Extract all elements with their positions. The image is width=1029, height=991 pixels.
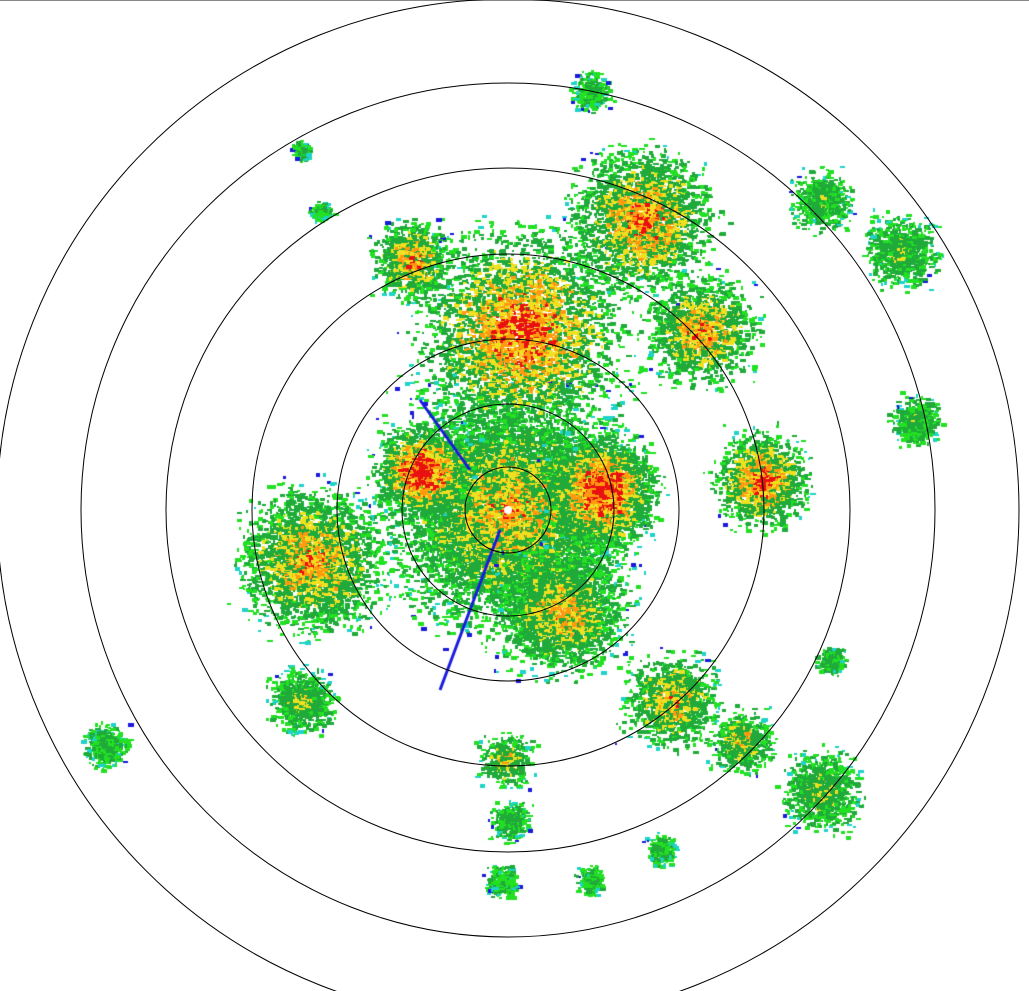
range-ring-1 bbox=[464, 466, 552, 554]
range-ring-3 bbox=[336, 338, 680, 682]
range-ring-6 bbox=[80, 82, 936, 938]
range-ring-5 bbox=[165, 167, 851, 853]
range-ring-4 bbox=[251, 253, 765, 767]
range-ring-2 bbox=[401, 403, 615, 617]
